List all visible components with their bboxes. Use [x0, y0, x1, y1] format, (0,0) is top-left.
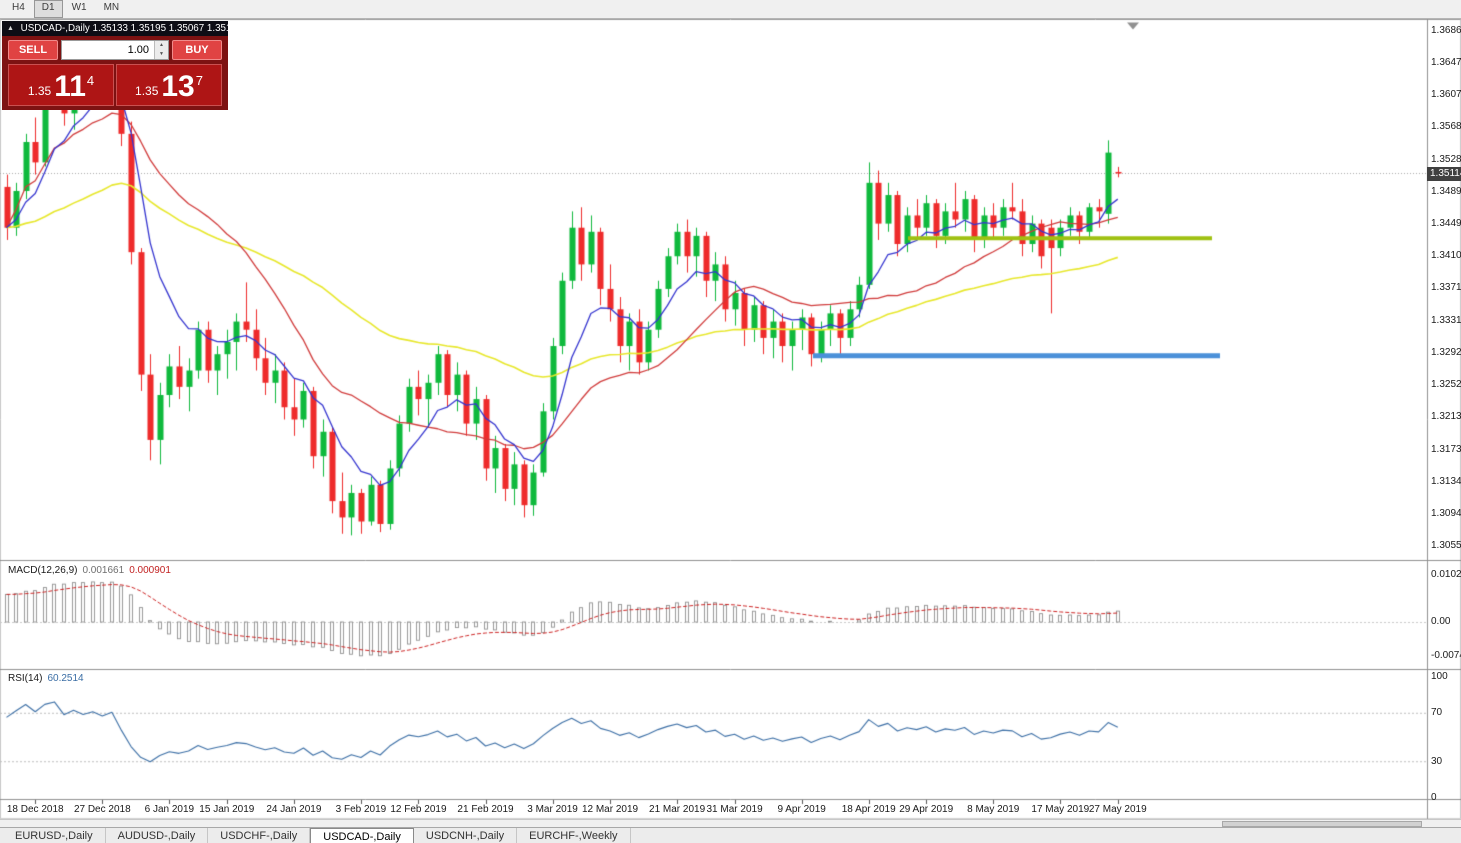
macd-scale-label: -0.00747 [1431, 650, 1461, 662]
buy-price-sup: 7 [195, 73, 203, 88]
price-scale-label: 1.32520 [1431, 379, 1461, 391]
date-axis-label: 18 Apr 2019 [841, 804, 896, 815]
date-axis-label: 27 May 2019 [1088, 804, 1147, 815]
buy-price-display: 1.35 13 7 [116, 64, 222, 106]
period-button-h4[interactable]: H4 [12, 2, 25, 13]
volume-spinner: ▲ ▼ [154, 41, 168, 59]
rsi-indicator-label: RSI(14) 60.2514 [8, 673, 84, 684]
period-button-d1[interactable]: D1 [33, 0, 63, 18]
date-axis-label: 21 Mar 2019 [649, 804, 706, 815]
macd-scale-label: 0.01022 [1431, 569, 1461, 580]
volume-up-icon[interactable]: ▲ [155, 41, 168, 50]
price-scale-label: 1.34100 [1431, 250, 1461, 262]
price-scale-label: 1.33710 [1431, 282, 1461, 294]
rsi-scale-label: 70 [1431, 707, 1443, 719]
scrollbar-thumb[interactable] [1222, 821, 1422, 827]
chart-title: USDCAD-,Daily 1.35133 1.35195 1.35067 1.… [20, 23, 228, 34]
price-scale-label: 1.31730 [1431, 443, 1461, 455]
buy-price-big: 13 [161, 70, 195, 103]
rsi-scale-label: 100 [1431, 671, 1448, 682]
macd-scale-label: 0.00 [1431, 616, 1451, 627]
price-scale-label: 1.30940 [1431, 508, 1461, 520]
price-scale-label: 1.36070 [1431, 89, 1461, 101]
bid-price-box: 1.35114 [1427, 166, 1461, 181]
toolbar-periods: H4 D1 W1 MN [4, 0, 128, 18]
date-axis-label: 3 Mar 2019 [527, 804, 578, 815]
sell-price-display: 1.35 11 4 [8, 64, 114, 106]
one-click-trading-panel: SELL 1.00 ▲ ▼ BUY 1.35 11 4 1.35 13 7 [2, 36, 228, 110]
sell-price-big: 11 [54, 70, 86, 103]
price-scale-label: 1.36470 [1431, 56, 1461, 68]
price-scale-label: 1.36860 [1431, 25, 1461, 36]
price-scale-label: 1.34490 [1431, 218, 1461, 230]
sell-price-prefix: 1.35 [27, 84, 52, 98]
macd-value-main: 0.001661 [82, 565, 125, 576]
price-scale-label: 1.33310 [1431, 314, 1461, 326]
price-scale-label: 1.32130 [1431, 411, 1461, 423]
macd-label: MACD(12,26,9) [8, 565, 78, 576]
price-scale-label: 1.31340 [1431, 475, 1461, 487]
rsi-label: RSI(14) [8, 673, 43, 684]
chart-title-strip: ▲ USDCAD-,Daily 1.35133 1.35195 1.35067 … [2, 21, 228, 36]
rsi-scale-label: 30 [1431, 755, 1443, 767]
chart-tab-usdcnh[interactable]: USDCNH-,Daily [414, 828, 518, 843]
chart-tab-bar: EURUSD-,Daily AUDUSD-,Daily USDCHF-,Daily U… [0, 827, 1461, 843]
collapse-panel-arrow-icon[interactable]: ▲ [7, 25, 14, 32]
buy-price-prefix: 1.35 [135, 84, 159, 98]
volume-control[interactable]: 1.00 ▲ ▼ [61, 40, 169, 60]
date-axis-label: 6 Jan 2019 [144, 804, 195, 815]
date-axis-label: 27 Dec 2018 [73, 804, 131, 815]
date-axis-label: 3 Feb 2019 [335, 804, 387, 815]
period-button-mn[interactable]: MN [103, 2, 120, 13]
chart-tab-eurchf[interactable]: EURCHF-,Weekly [517, 828, 631, 843]
rsi-value: 60.2514 [47, 673, 84, 684]
date-axis-label: 15 Jan 2019 [199, 804, 255, 815]
price-scale-label: 1.35680 [1431, 121, 1461, 133]
chart-tab-eurusd[interactable]: EURUSD-,Daily [3, 828, 106, 843]
buy-button[interactable]: BUY [172, 40, 222, 60]
date-axis-label: 9 Apr 2019 [777, 804, 826, 815]
chart-tab-usdcad[interactable]: USDCAD-,Daily [310, 828, 414, 843]
date-axis-label: 12 Feb 2019 [390, 804, 447, 815]
date-axis-label: 18 Dec 2018 [6, 804, 64, 815]
price-scale-label: 1.35280 [1431, 153, 1461, 165]
chart-tab-usdchf[interactable]: USDCHF-,Daily [208, 828, 311, 843]
trade-prices-row: 1.35 11 4 1.35 13 7 [8, 64, 222, 106]
horizontal-scrollbar [0, 819, 1461, 828]
toolbar: H4 D1 W1 MN [0, 0, 1461, 19]
price-scale-label: 1.34890 [1431, 185, 1461, 197]
macd-value-signal: 0.000901 [129, 565, 171, 576]
date-axis-label: 8 May 2019 [967, 804, 1020, 815]
volume-down-icon[interactable]: ▼ [155, 50, 168, 59]
date-axis-label: 31 Mar 2019 [706, 804, 763, 815]
volume-value[interactable]: 1.00 [127, 44, 149, 56]
date-axis-label: 12 Mar 2019 [581, 804, 639, 815]
date-axis-label: 17 May 2019 [1031, 804, 1090, 815]
sell-price-sup: 4 [86, 73, 95, 88]
date-axis-label: 29 Apr 2019 [899, 804, 954, 815]
date-axis-label: 21 Feb 2019 [457, 804, 514, 815]
macd-indicator-label: MACD(12,26,9) 0.001661 0.000901 [8, 565, 171, 576]
sell-button[interactable]: SELL [8, 40, 58, 60]
period-button-w1[interactable]: W1 [71, 2, 87, 13]
price-scale-label: 1.32920 [1431, 346, 1461, 358]
rsi-scale-label: 0 [1431, 792, 1437, 803]
chart-tab-audusd[interactable]: AUDUSD-,Daily [106, 828, 209, 843]
date-axis-label: 24 Jan 2019 [266, 804, 322, 815]
trade-controls-row: SELL 1.00 ▲ ▼ BUY [8, 40, 222, 60]
